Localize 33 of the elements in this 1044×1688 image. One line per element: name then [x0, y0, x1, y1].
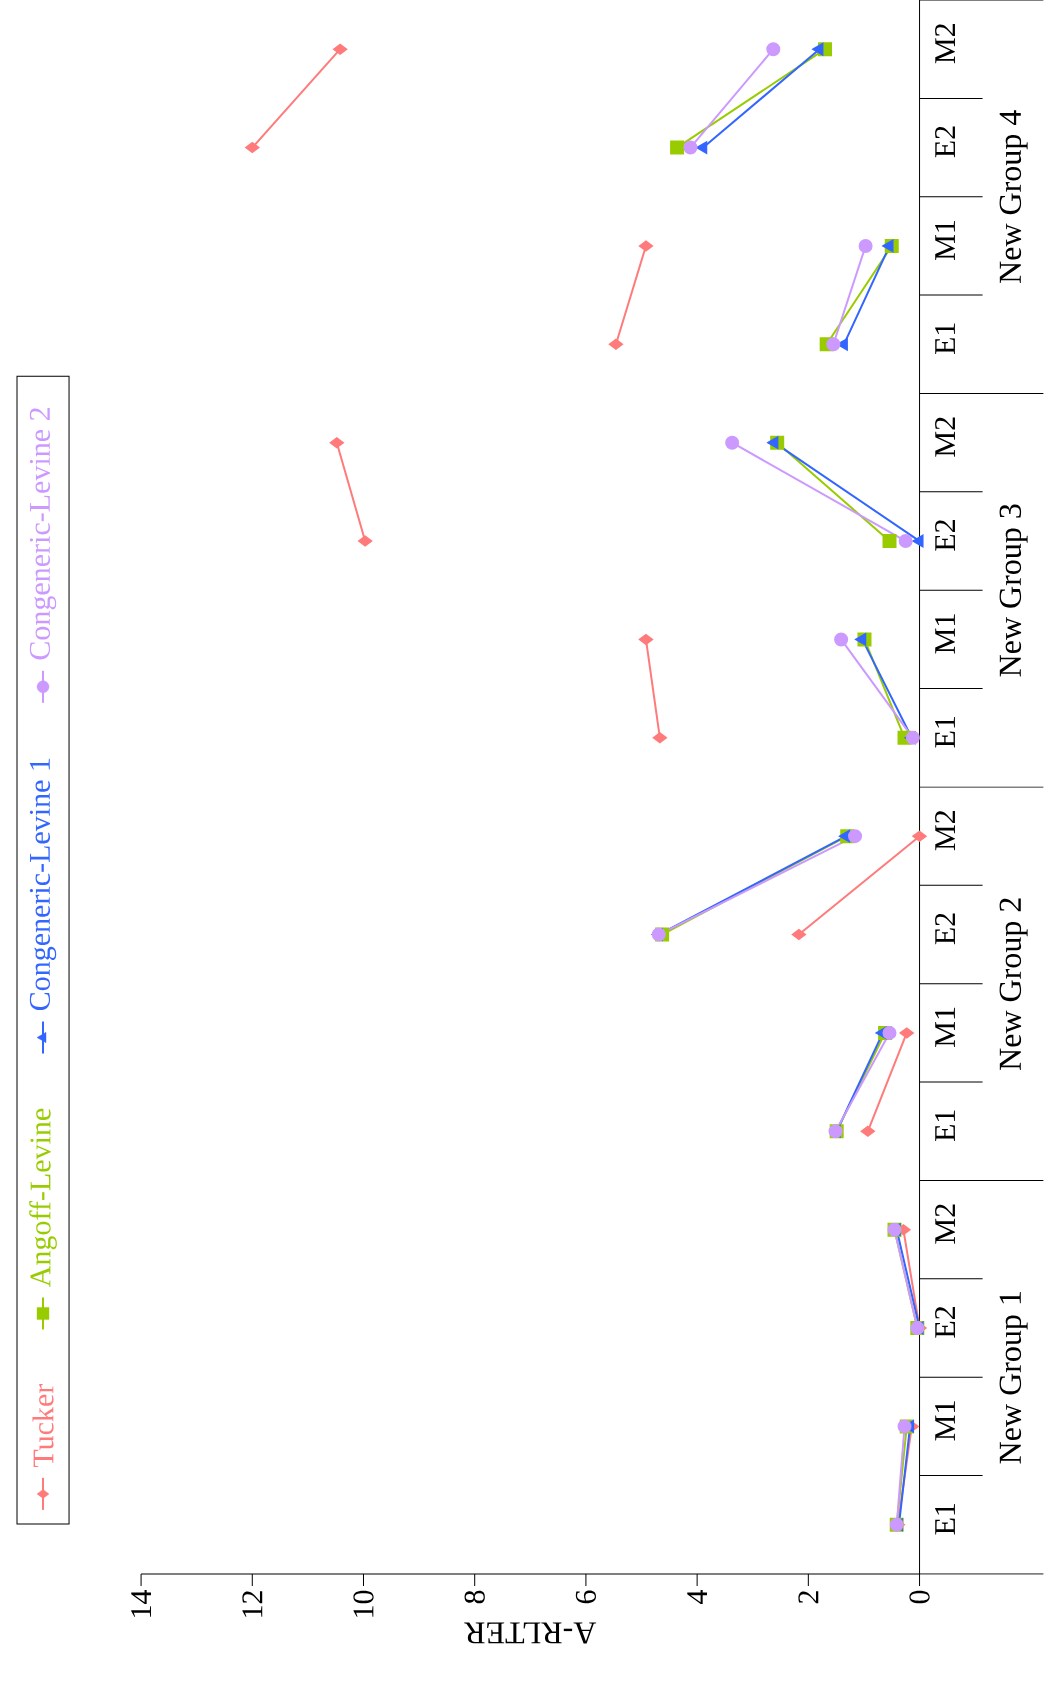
y-tick-label: E1 [935, 1110, 956, 1142]
x-tick-label: 2 [798, 1591, 819, 1604]
x-tick-label: 4 [687, 1589, 708, 1604]
y-tick-label: M1 [935, 1401, 956, 1441]
y-tick-label: M1 [935, 1007, 956, 1047]
text: New Group 4 [999, 110, 1028, 283]
text: Angoff-Levine [29, 1108, 58, 1287]
y-tick-label: E2 [935, 520, 956, 551]
x-tick-label: 12 [242, 1591, 263, 1617]
x-tick-label: 6 [576, 1590, 597, 1604]
y-tick-label: M2 [935, 810, 956, 851]
text: Tucker [32, 1383, 54, 1468]
text: Congeneric-Levine 1 [30, 758, 57, 1011]
y-tick-label: M1 [935, 614, 956, 654]
text: New Group 3 [999, 504, 1028, 677]
text: Congeneric-Levine 2 [30, 408, 57, 660]
y-tick-label: E1 [935, 716, 956, 748]
y-tick-label: E1 [935, 323, 956, 355]
y-tick-label: M2 [935, 24, 956, 64]
text: New Group 1 [999, 1292, 1028, 1464]
x-tick-label: 0 [909, 1590, 930, 1604]
y-tick-label: E2 [935, 1307, 956, 1338]
y-tick-label: M2 [935, 417, 956, 457]
x-tick-label: 8 [464, 1590, 486, 1604]
y-tick-label: M2 [935, 1204, 956, 1244]
x-axis-title: A-RLTER [464, 1622, 597, 1644]
x-tick-label: 14 [131, 1589, 152, 1617]
y-tick-label: E1 [935, 1503, 956, 1535]
y-tick-label: E2 [935, 126, 956, 158]
text: New Group 2 [999, 898, 1028, 1070]
y-tick-label: E2 [935, 913, 956, 945]
x-tick-label: 10 [353, 1590, 374, 1617]
y-tick-label: M1 [935, 220, 956, 260]
